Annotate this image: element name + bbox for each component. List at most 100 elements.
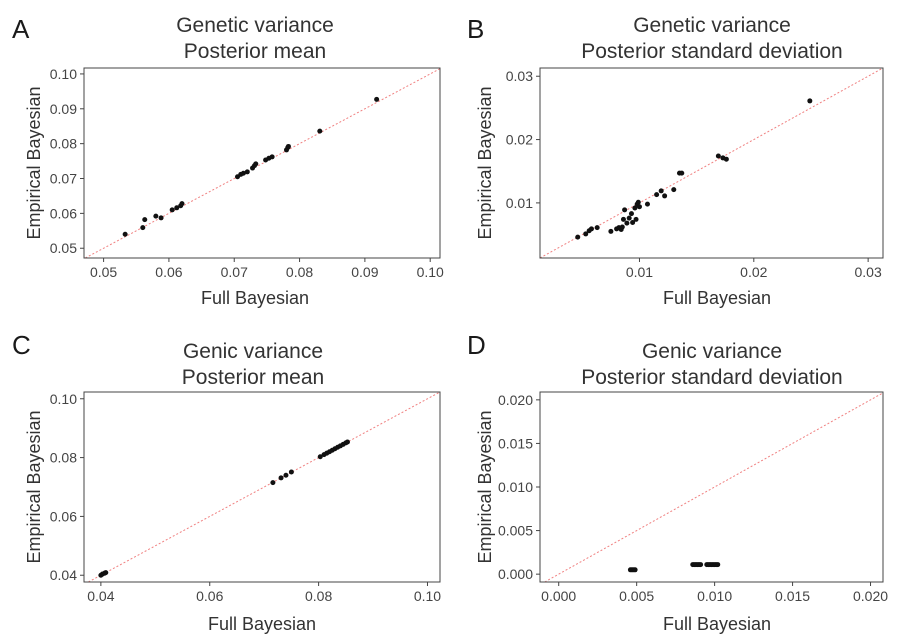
data-point — [619, 224, 625, 230]
data-point — [179, 201, 185, 207]
data-point — [253, 161, 259, 167]
x-tick-label: 0.02 — [740, 264, 767, 280]
data-point — [626, 215, 632, 221]
data-point — [632, 567, 638, 573]
y-tick-label: 0.07 — [50, 171, 77, 187]
identity-line — [85, 68, 440, 258]
x-tick-label: 0.04 — [87, 588, 114, 604]
x-tick-label: 0.020 — [853, 588, 888, 604]
data-point — [715, 153, 721, 159]
data-point — [630, 220, 636, 226]
chart-title-line-2: Posterior mean — [182, 366, 324, 389]
y-tick-label: 0.000 — [498, 566, 533, 582]
chart-title-line-1: Genetic variance — [176, 14, 334, 37]
data-point — [317, 128, 323, 134]
points — [575, 98, 813, 240]
x-tick-label: 0.08 — [305, 588, 332, 604]
identity-line — [544, 392, 883, 582]
data-point — [654, 192, 660, 198]
data-point — [594, 225, 600, 231]
data-point — [658, 188, 664, 194]
x-axis-label: Full Bayesian — [663, 614, 771, 634]
chart-title-line-1: Genic variance — [183, 340, 323, 363]
y-tick-label: 0.06 — [50, 508, 77, 524]
x-tick-label: 0.01 — [626, 264, 653, 280]
y-tick-label: 0.02 — [506, 132, 533, 148]
data-point — [620, 216, 626, 222]
x-axis-label: Full Bayesian — [201, 288, 309, 308]
y-axis-label: Empirical Bayesian — [475, 86, 495, 239]
plot-frame — [83, 67, 441, 259]
plot-frame — [539, 67, 884, 259]
x-tick-label: 0.08 — [286, 264, 313, 280]
data-point — [317, 454, 323, 460]
y-axis-label: Empirical Bayesian — [475, 410, 495, 563]
data-point — [723, 156, 729, 162]
y-tick-label: 0.08 — [50, 136, 77, 152]
y-axis-label: Empirical Bayesian — [24, 410, 44, 563]
data-point — [103, 570, 109, 576]
plot-frame — [539, 391, 884, 583]
chart-title-line-1: Genetic variance — [633, 14, 791, 37]
data-point — [698, 562, 704, 568]
data-point — [278, 475, 284, 481]
x-tick-label: 0.05 — [90, 264, 117, 280]
x-tick-label: 0.06 — [155, 264, 182, 280]
data-point — [240, 170, 246, 176]
data-point — [632, 205, 638, 211]
x-axis-label: Full Bayesian — [208, 614, 316, 634]
panel-c: C Genic variance Posterior mean 0.04 0.06 0.0… — [12, 330, 441, 634]
y-axis-label: Empirical Bayesian — [24, 86, 44, 239]
data-point — [633, 216, 639, 222]
data-point — [288, 469, 294, 475]
data-point — [285, 143, 291, 149]
x-tick-label: 0.07 — [221, 264, 248, 280]
data-point — [575, 234, 581, 240]
data-point — [628, 211, 634, 217]
data-point — [715, 562, 721, 568]
data-point — [671, 187, 677, 193]
panel-letter: A — [12, 14, 30, 44]
panel-letter: B — [467, 14, 484, 44]
y-tick-label: 0.08 — [50, 450, 77, 466]
y-tick-label: 0.04 — [50, 567, 77, 583]
x-tick-label: 0.000 — [541, 588, 576, 604]
y-tick-label: 0.020 — [498, 392, 533, 408]
y-tick-label: 0.06 — [50, 205, 77, 221]
x-tick-label: 0.03 — [855, 264, 882, 280]
y-tick-label: 0.05 — [50, 240, 77, 256]
data-point — [807, 98, 813, 104]
data-point — [174, 205, 180, 211]
panel-b: B Genetic variance Posterior standard devi… — [467, 14, 884, 308]
data-point — [244, 169, 250, 175]
panel-letter: D — [467, 330, 486, 360]
y-tick-label: 0.09 — [50, 101, 77, 117]
chart-title-line-2: Posterior mean — [184, 40, 326, 63]
data-point — [374, 96, 380, 102]
data-point — [140, 225, 146, 231]
data-point — [169, 207, 175, 213]
identity-line — [88, 392, 440, 582]
y-tick-label: 0.03 — [506, 68, 533, 84]
plot-frame — [83, 391, 441, 583]
y-tick-label: 0.005 — [498, 523, 533, 539]
data-point — [142, 217, 148, 223]
x-tick-label: 0.10 — [414, 588, 441, 604]
x-tick-label: 0.06 — [196, 588, 223, 604]
points — [98, 439, 350, 578]
data-point — [635, 199, 641, 205]
chart-title-line-2: Posterior standard deviation — [581, 40, 843, 63]
data-point — [588, 226, 594, 232]
chart-title-line-1: Genic variance — [642, 340, 782, 363]
x-tick-label: 0.09 — [351, 264, 378, 280]
data-point — [270, 480, 276, 486]
x-axis-label: Full Bayesian — [663, 288, 771, 308]
x-tick-label: 0.010 — [697, 588, 732, 604]
data-point — [122, 231, 128, 237]
y-tick-label: 0.10 — [50, 391, 77, 407]
data-point — [644, 201, 650, 207]
data-point — [344, 439, 350, 445]
x-tick-label: 0.015 — [775, 588, 810, 604]
data-point — [679, 170, 685, 176]
